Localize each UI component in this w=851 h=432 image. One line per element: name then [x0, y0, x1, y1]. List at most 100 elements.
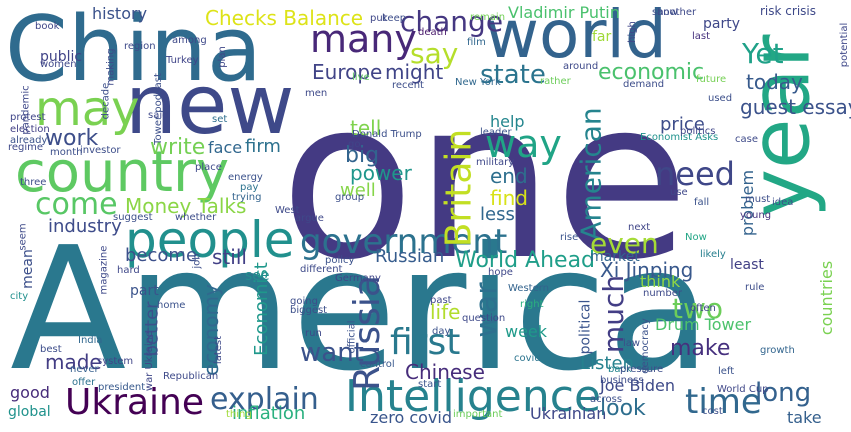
word-35: Chinese: [405, 360, 485, 384]
word-41: might: [385, 60, 444, 84]
word-168: around: [563, 61, 599, 72]
word-162: leader: [480, 127, 512, 138]
word-87: take: [787, 408, 822, 427]
word-132: past: [430, 295, 452, 306]
word-137: important: [453, 409, 503, 420]
word-63: look: [600, 396, 646, 421]
word-39: state: [480, 60, 546, 90]
word-47: power: [350, 161, 412, 185]
word-110: pay: [240, 182, 259, 193]
word-27: change: [400, 5, 504, 38]
word-81: think: [640, 272, 681, 291]
word-98: region: [124, 41, 156, 52]
word-51: well: [340, 180, 376, 201]
word-60: Listen: [580, 353, 634, 374]
word-91: risk crisis: [760, 4, 816, 18]
word-155: set: [212, 114, 228, 125]
word-191: Tower podcast: [152, 73, 164, 145]
word-122: Western: [508, 283, 550, 294]
word-69: made: [45, 350, 102, 374]
word-140: Republican: [163, 371, 219, 382]
word-45: work: [45, 126, 99, 151]
word-90: see: [245, 268, 270, 284]
word-38: Checks Balance: [205, 6, 364, 30]
word-37: Xi Jinping: [600, 258, 694, 282]
word-172: must: [745, 194, 771, 205]
word-53: Money Talks: [125, 194, 247, 218]
word-18: Britain: [438, 128, 480, 248]
word-117: next: [628, 222, 651, 233]
word-3: China: [5, 0, 263, 102]
word-71: global: [8, 404, 51, 420]
word-30: long: [755, 378, 812, 408]
word-141: offer: [72, 377, 96, 388]
word-181: different: [300, 264, 343, 275]
word-150: election: [10, 124, 50, 135]
word-7: country: [15, 140, 230, 205]
word-20: way: [485, 122, 562, 166]
word-97: last: [692, 31, 711, 42]
word-129: World Cup: [717, 384, 769, 395]
word-89: part: [130, 283, 159, 299]
word-105: future: [696, 74, 727, 85]
word-72: history: [92, 4, 148, 23]
word-107: Donald Trump: [352, 129, 422, 140]
word-31: two: [672, 292, 724, 325]
word-52: less: [480, 204, 515, 225]
word-115: young: [740, 210, 772, 221]
word-173: another: [657, 7, 697, 18]
word-159: control: [360, 359, 395, 370]
word-85: market: [590, 249, 640, 265]
word-57: Russian: [375, 246, 445, 267]
word-56: still: [212, 245, 247, 269]
word-75: face: [208, 138, 243, 157]
word-174: plan: [216, 46, 228, 68]
word-1: America: [10, 211, 712, 409]
word-49: tell: [350, 116, 382, 140]
word-199: potential: [839, 22, 851, 68]
word-16: time: [685, 382, 762, 422]
word-43: guest essay: [740, 95, 851, 119]
word-88: mean: [19, 249, 36, 289]
word-5: world: [485, 0, 667, 73]
word-185: biggest: [290, 305, 328, 316]
word-151: protest: [10, 112, 46, 123]
word-145: system: [97, 356, 134, 367]
word-95: show: [652, 7, 678, 18]
word-74: public: [40, 49, 83, 65]
word-46: big: [345, 143, 380, 168]
word-42: today: [746, 70, 803, 94]
word-177: suggest: [113, 212, 153, 223]
word-189: pandemic: [20, 85, 32, 135]
word-144: India: [78, 335, 103, 346]
word-165: case: [735, 134, 758, 145]
word-92: book: [35, 21, 60, 32]
word-109: energy: [228, 172, 263, 183]
word-28: economic: [598, 60, 705, 85]
word-100: Turkey: [166, 55, 199, 66]
word-77: price: [660, 114, 705, 135]
word-83: countries: [817, 260, 837, 336]
word-4: new: [125, 58, 295, 153]
word-50: find: [490, 186, 528, 210]
word-40: Europe: [312, 60, 383, 84]
word-161: group: [335, 192, 365, 203]
word-79: political: [577, 299, 594, 355]
word-135: start: [418, 379, 442, 390]
word-99: among: [172, 35, 207, 46]
word-84: party: [703, 16, 740, 32]
word-167: demand: [623, 79, 665, 90]
word-17: first: [390, 322, 461, 363]
word-13: explain: [210, 382, 319, 417]
word-93: put: [370, 13, 387, 24]
word-169: rather: [540, 76, 571, 87]
word-176: whether: [175, 212, 217, 223]
word-194: latest: [213, 335, 225, 365]
word-148: month: [50, 147, 83, 158]
word-25: come: [35, 187, 118, 222]
word-111: trying: [232, 192, 262, 203]
word-127: back: [608, 364, 632, 375]
word-192: home: [157, 300, 186, 311]
word-112: three: [20, 177, 47, 188]
